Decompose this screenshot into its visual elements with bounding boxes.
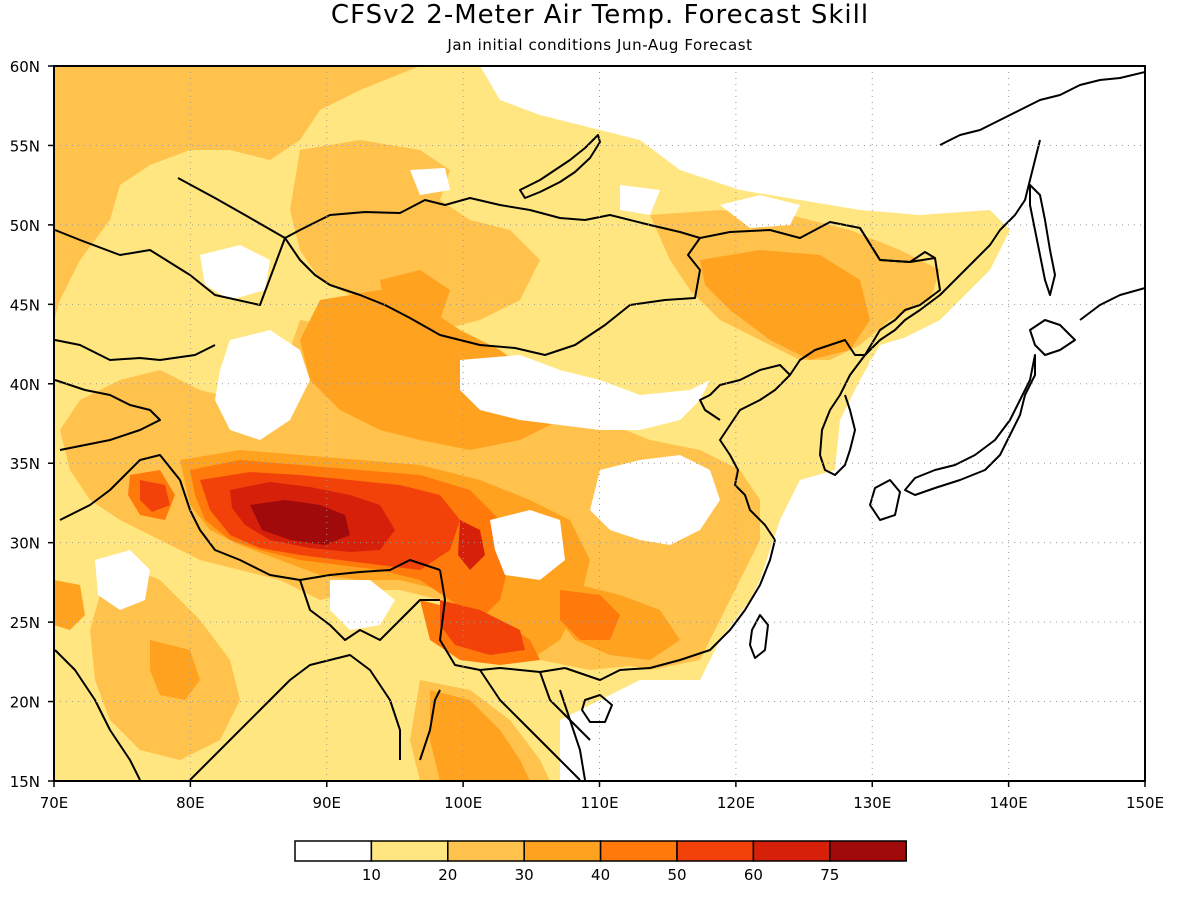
legend-swatch [829,840,907,862]
island-sakhalin [1029,184,1056,296]
skill-region-10 [700,250,870,360]
lat-tick-label: 50N [10,217,40,235]
skill-region-9 [380,270,450,330]
legend-swatch [599,840,678,862]
skill-region-26 [250,500,350,545]
coast-okhotsk [939,71,1146,146]
island-taiwan [749,614,769,659]
skill-region-20 [560,590,620,640]
chart-title: CFSv2 2-Meter Air Temp. Forecast Skill [330,0,870,30]
border-kazakhstan-south [54,339,216,361]
legend-swatch [752,840,831,862]
low-skill-region-3 [490,510,565,580]
legend-label: 40 [591,866,610,884]
lon-tick-label: 140E [990,794,1028,812]
low-skill-region-7 [410,168,450,195]
coast-india [54,649,141,781]
legend-swatch [447,840,525,862]
lon-tick-label: 100E [444,794,482,812]
skill-field-layer [54,66,1145,781]
low-skill-region-5 [200,245,270,300]
lon-tick-label: 120E [717,794,755,812]
lake-baikal [519,134,601,199]
coast-south-china [564,539,776,681]
legend-label: 75 [820,866,839,884]
border-russia-mongolia [177,177,936,263]
low-skill-region-4 [95,550,150,610]
legend-label: 60 [744,866,763,884]
low-skill-region-2 [590,455,720,545]
lon-tick-label: 110E [580,794,618,812]
low-skill-region-6 [720,195,800,228]
border-china-russia [859,227,941,356]
lat-tick-label: 55N [10,137,40,155]
border-kazakhstan [54,229,286,306]
lon-tick-label: 80E [176,794,205,812]
lat-tick-label: 20N [10,694,40,712]
lat-tick-label: 45N [10,296,40,314]
low-skill-region-0 [215,330,310,440]
ocean-area [560,80,1145,781]
skill-region-15 [54,580,85,630]
lat-tick-label: 60N [10,58,40,76]
lon-tick-label: 130E [853,794,891,812]
island-hainan [581,694,613,723]
lat-tick-label: 40N [10,376,40,394]
chart-subtitle: Jan initial conditions Jun-Aug Forecast [447,36,753,54]
legend-swatch [294,840,373,862]
legend-swatch [370,840,449,862]
border-central-asia [54,379,161,451]
lat-tick-label: 35N [10,455,40,473]
coast-east-china [699,364,791,541]
legend-label: 30 [515,866,534,884]
low-skill-region-8 [330,580,395,630]
low-skill-region-9 [620,185,660,215]
coast-andaman [419,689,441,761]
border-china-mongolia [284,237,701,356]
lon-tick-label: 70E [40,794,69,812]
coast-bay-of-bengal [189,654,401,781]
skill-region-13 [430,690,530,781]
island-kyushu [869,479,901,521]
skill-region-14 [150,640,200,700]
longitude-labels: 70E 80E 90E 100E 110E 120E 130E 140E 150E [40,781,1164,812]
latitude-labels: 60N 55N 50N 45N 40N 35N 30N 25N 20N 15N [10,58,54,791]
legend-label: 50 [667,866,686,884]
coastline-layer [54,71,1146,781]
skill-region-1 [54,66,420,320]
lon-tick-label: 90E [312,794,341,812]
border-indochina [479,669,581,781]
coast-russia-pacific [864,139,1041,356]
legend-swatch [676,840,755,862]
border-laos-vietnam [539,671,591,741]
coast-bohai [789,339,865,376]
border-ne-india [299,579,440,641]
skill-region-2 [290,140,540,330]
island-honshu [904,354,1036,496]
lat-tick-label: 30N [10,535,40,553]
skill-region-23 [140,480,170,512]
legend-label: 20 [438,866,457,884]
island-kuril [1079,287,1146,321]
low-skill-region-1 [460,355,710,430]
border-india-pakistan [59,454,181,521]
skill-region-25 [458,520,485,570]
island-hokkaido [1029,319,1076,356]
coast-vietnam [559,689,586,781]
lat-tick-label: 15N [10,773,40,791]
lat-tick-label: 25N [10,614,40,632]
legend-label: 10 [362,866,381,884]
skill-region-22 [440,600,525,655]
lon-tick-label: 150E [1126,794,1164,812]
legend-swatch [523,840,602,862]
coast-korea [819,354,866,476]
color-legend: 10 20 30 40 50 60 75 [294,840,907,884]
